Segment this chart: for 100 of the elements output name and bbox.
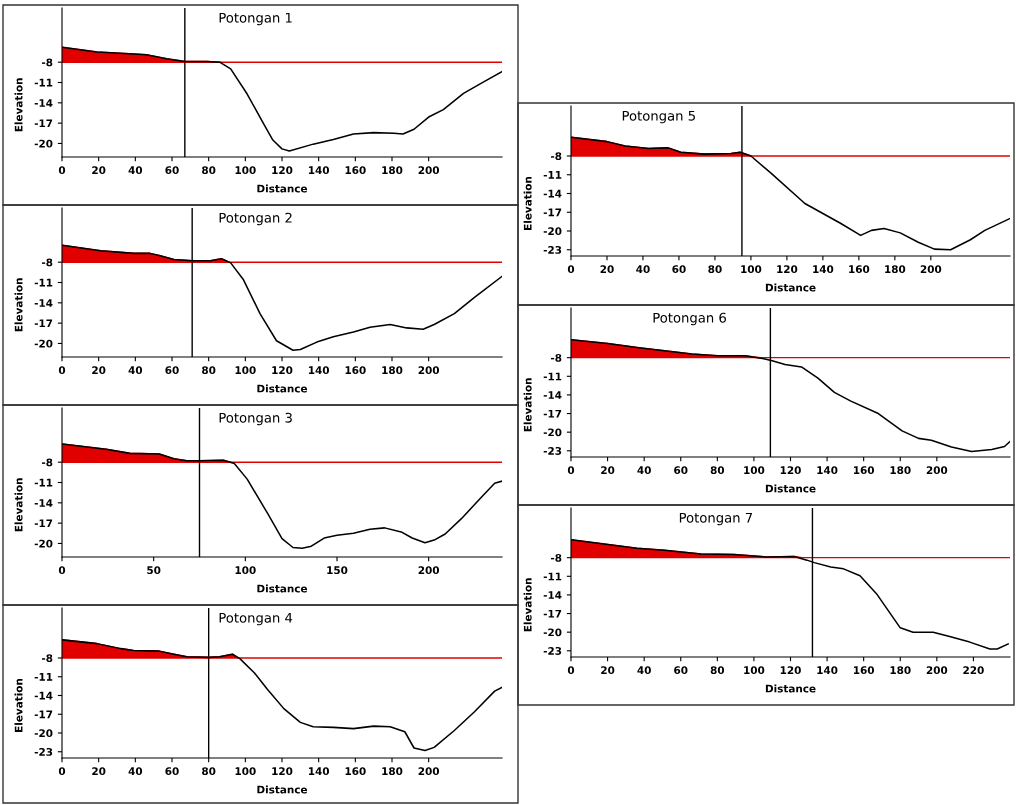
y-axis-title: Elevation bbox=[523, 176, 532, 230]
x-tick-label: 120 bbox=[272, 366, 293, 375]
y-axis-title: Elevation bbox=[14, 678, 23, 732]
x-tick-label: 40 bbox=[637, 666, 651, 675]
chart-title: Potongan 2 bbox=[219, 212, 292, 226]
x-tick-label: 180 bbox=[890, 666, 911, 675]
y-tick-label: -11 bbox=[543, 572, 562, 581]
x-tick-label: 180 bbox=[382, 166, 403, 175]
y-axis-title: Elevation bbox=[14, 78, 23, 132]
x-tick-label: 100 bbox=[235, 767, 256, 776]
y-tick-label: -11 bbox=[34, 278, 53, 287]
y-tick-label: -23 bbox=[543, 447, 562, 455]
y-tick-label: -14 bbox=[543, 591, 562, 599]
chart-title: Potongan 5 bbox=[622, 110, 695, 124]
x-tick-label: 60 bbox=[674, 466, 688, 475]
y-tick-label: -17 bbox=[543, 208, 562, 217]
y-tick-label: -23 bbox=[543, 647, 562, 655]
x-tick-label: 160 bbox=[345, 366, 366, 375]
chart-title: Potongan 1 bbox=[219, 12, 292, 26]
x-tick-label: 0 bbox=[58, 566, 66, 575]
x-tick-label: 0 bbox=[58, 166, 66, 175]
y-axis-title: Elevation bbox=[523, 578, 532, 632]
x-tick-label: 80 bbox=[202, 767, 216, 776]
x-tick-label: 160 bbox=[853, 466, 875, 475]
y-tick-label: -8 bbox=[41, 58, 53, 67]
x-axis-title: Distance bbox=[765, 283, 816, 292]
y-tick-label: -20 bbox=[543, 628, 562, 637]
y-tick-label: -17 bbox=[34, 319, 53, 328]
x-tick-label: 20 bbox=[601, 466, 615, 475]
x-tick-label: 50 bbox=[147, 566, 161, 575]
x-tick-label: 140 bbox=[308, 366, 330, 375]
chart-title: Potongan 3 bbox=[219, 412, 292, 426]
x-axis-title: Distance bbox=[257, 384, 308, 393]
y-tick-label: -20 bbox=[34, 139, 53, 148]
x-tick-label: 80 bbox=[202, 366, 216, 375]
x-tick-label: 160 bbox=[849, 265, 870, 274]
x-tick-label: 60 bbox=[165, 166, 179, 175]
y-tick-label: -14 bbox=[34, 499, 53, 507]
x-tick-label: 20 bbox=[92, 166, 106, 175]
y-tick-label: -17 bbox=[543, 609, 562, 618]
x-tick-label: 180 bbox=[382, 767, 403, 776]
x-tick-label: 20 bbox=[600, 265, 614, 274]
y-tick-label: -14 bbox=[34, 299, 53, 307]
x-tick-label: 100 bbox=[744, 466, 765, 475]
y-axis-title: Elevation bbox=[14, 478, 23, 532]
x-tick-label: 40 bbox=[636, 265, 650, 274]
y-tick-label: -11 bbox=[543, 372, 562, 381]
y-tick-label: -8 bbox=[41, 654, 53, 663]
y-tick-label: -11 bbox=[34, 478, 53, 487]
x-tick-label: 0 bbox=[58, 767, 66, 776]
y-axis-title: Elevation bbox=[523, 378, 532, 432]
x-tick-label: 60 bbox=[165, 767, 179, 776]
x-axis-title: Distance bbox=[257, 785, 308, 794]
x-tick-label: 140 bbox=[308, 166, 330, 175]
x-tick-label: 140 bbox=[817, 466, 838, 475]
x-tick-label: 180 bbox=[382, 366, 403, 375]
x-tick-label: 160 bbox=[345, 767, 366, 776]
x-tick-label: 100 bbox=[744, 666, 765, 675]
x-tick-label: 20 bbox=[601, 666, 615, 675]
x-tick-label: 100 bbox=[741, 265, 762, 274]
y-tick-label: -14 bbox=[543, 391, 562, 399]
y-tick-label: -20 bbox=[543, 227, 562, 236]
y-tick-label: -11 bbox=[34, 78, 53, 87]
x-axis-title: Distance bbox=[765, 484, 816, 493]
x-tick-label: 160 bbox=[345, 166, 366, 175]
chart-title: Potongan 6 bbox=[653, 312, 726, 326]
x-tick-label: 100 bbox=[235, 366, 256, 375]
x-tick-label: 0 bbox=[567, 666, 575, 675]
y-tick-label: -14 bbox=[34, 99, 53, 107]
x-tick-label: 40 bbox=[128, 366, 143, 375]
y-tick-label: -14 bbox=[34, 691, 53, 700]
chart-title: Potongan 4 bbox=[219, 612, 293, 626]
y-tick-label: -8 bbox=[550, 152, 562, 161]
x-tick-label: 120 bbox=[780, 666, 801, 675]
x-tick-label: 60 bbox=[672, 265, 686, 274]
x-tick-label: 0 bbox=[58, 366, 66, 375]
x-tick-label: 160 bbox=[853, 666, 875, 675]
x-tick-label: 100 bbox=[235, 566, 256, 575]
x-tick-label: 80 bbox=[202, 166, 216, 175]
x-tick-label: 140 bbox=[308, 767, 330, 776]
x-tick-label: 40 bbox=[128, 166, 143, 175]
y-axis-title: Elevation bbox=[14, 278, 23, 332]
x-tick-label: 60 bbox=[674, 666, 688, 675]
x-tick-label: 20 bbox=[92, 366, 106, 375]
x-tick-label: 150 bbox=[327, 566, 348, 575]
x-tick-label: 180 bbox=[885, 265, 906, 274]
y-tick-label: -11 bbox=[543, 171, 562, 179]
y-tick-label: -14 bbox=[543, 189, 562, 198]
x-axis-title: Distance bbox=[765, 684, 816, 693]
y-tick-label: -17 bbox=[34, 710, 53, 719]
y-tick-label: -20 bbox=[543, 428, 562, 437]
y-tick-label: -11 bbox=[34, 673, 53, 681]
y-tick-label: -8 bbox=[550, 353, 562, 362]
x-tick-label: 200 bbox=[418, 166, 440, 175]
y-tick-label: -20 bbox=[34, 539, 53, 548]
x-tick-label: 0 bbox=[567, 265, 575, 274]
x-tick-label: 120 bbox=[777, 265, 798, 274]
x-tick-label: 40 bbox=[637, 466, 651, 475]
y-tick-label: -20 bbox=[34, 339, 53, 348]
x-tick-label: 100 bbox=[235, 166, 256, 175]
